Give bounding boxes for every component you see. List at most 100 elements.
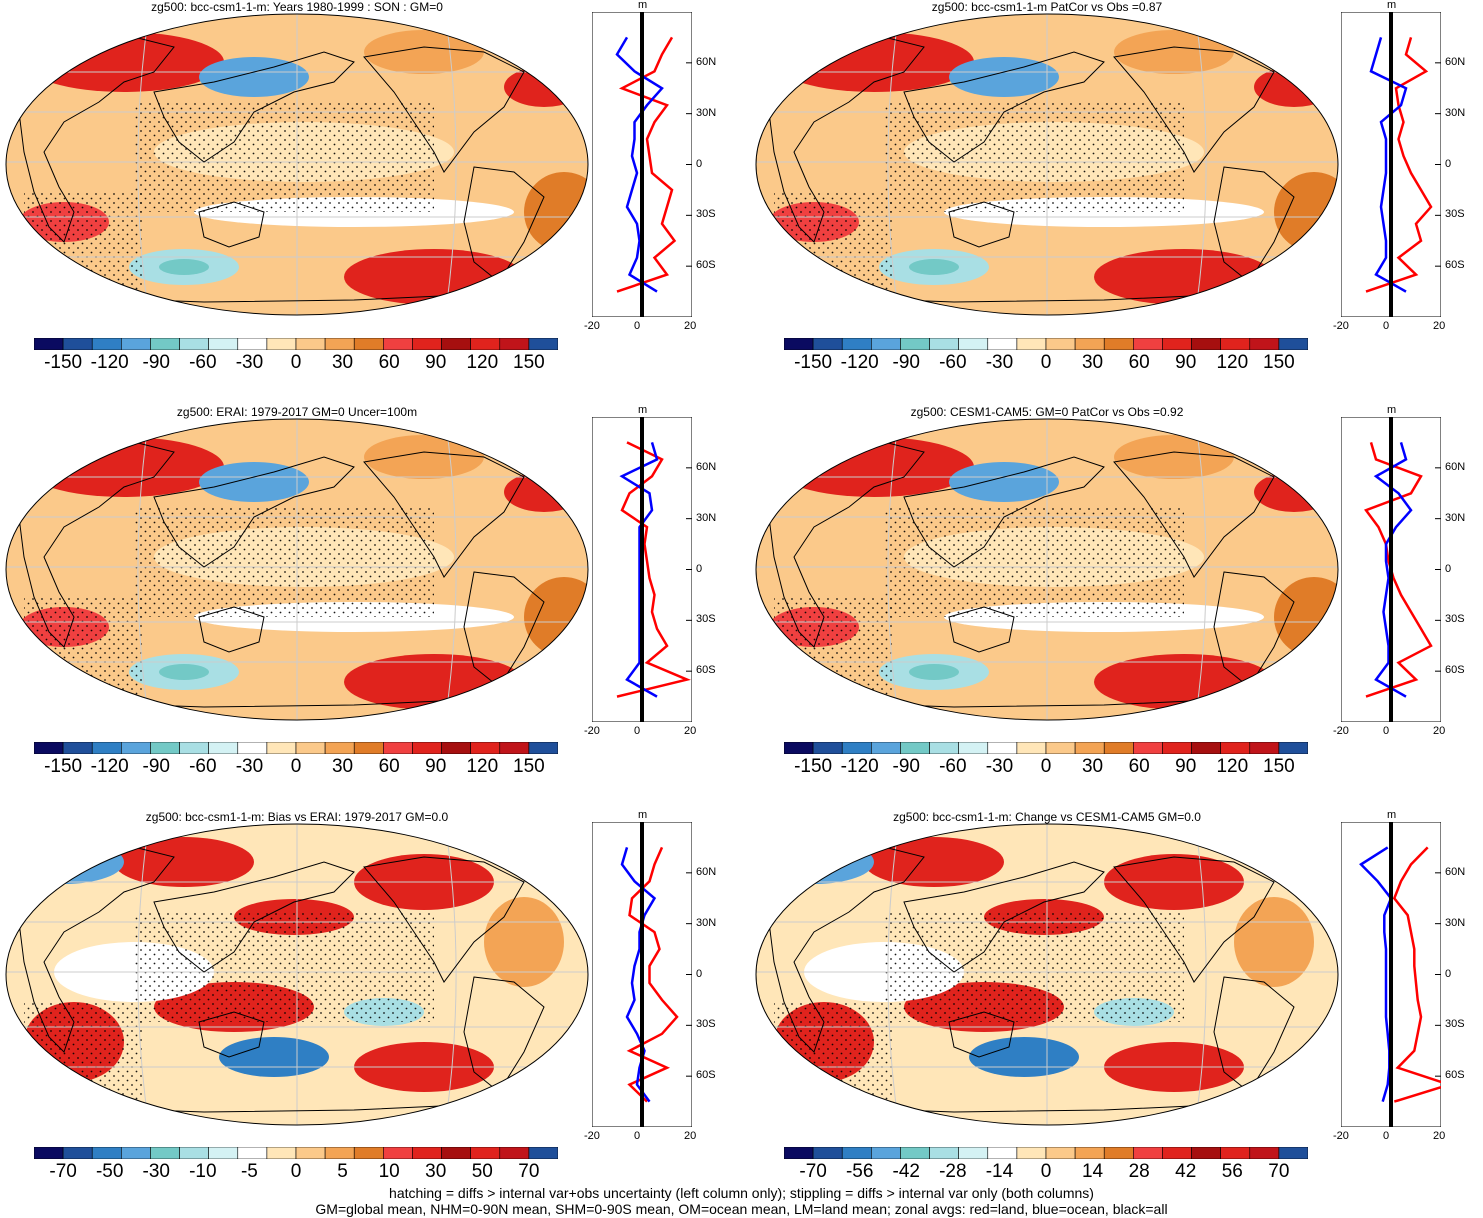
colorbar-swatch <box>929 1147 959 1159</box>
colorbar-swatch <box>179 338 209 350</box>
colorbar-label: 5 <box>337 1161 348 1182</box>
map <box>5 13 589 316</box>
colorbar-label: 150 <box>513 756 545 777</box>
colorbar-swatch <box>1220 742 1251 754</box>
zonal-y-tick-label: 60S <box>696 259 716 272</box>
zonal-ocean-series <box>1369 37 1408 293</box>
colorbar-swatch <box>987 742 1018 754</box>
colorbar-swatch <box>1162 338 1192 350</box>
zonal-y-tick-label: 30S <box>696 1018 716 1031</box>
colorbar-label: 30 <box>1081 756 1104 777</box>
colorbar-swatch <box>871 338 901 350</box>
zonal-x-tick-label: 0 <box>634 320 641 332</box>
colorbar-label: -90 <box>142 756 170 777</box>
zonal-y-tick-label: 60N <box>696 460 717 473</box>
colorbar <box>784 742 1308 754</box>
colorbar-label: 150 <box>513 352 545 373</box>
colorbar-swatch <box>929 742 959 754</box>
colorbar-swatch <box>900 742 930 754</box>
zonal-x-tick-label: 20 <box>1433 1130 1446 1142</box>
colorbar-swatch <box>208 1147 239 1159</box>
colorbar-swatch <box>470 1147 501 1159</box>
colorbar-swatch <box>266 338 297 350</box>
colorbar-label: 0 <box>290 756 302 777</box>
colorbar-swatch <box>91 1147 122 1159</box>
colorbar-swatch <box>383 1147 413 1159</box>
colorbar-swatch <box>958 742 989 754</box>
colorbar-swatch <box>383 742 413 754</box>
zonal-x-tick-label: -20 <box>584 725 600 737</box>
colorbar-label: -30 <box>985 352 1014 373</box>
colorbar-swatch <box>150 742 180 754</box>
zonal-y-tick-label: 60S <box>1445 1069 1465 1082</box>
colorbar-label: 30 <box>425 1161 447 1182</box>
colorbar-swatch <box>1045 338 1076 350</box>
colorbar-label: -60 <box>189 352 217 373</box>
zonal-x-tick-label: 20 <box>1433 320 1446 332</box>
map-title: zg500: ERAI: 1979-2017 GM=0 Uncer=100m <box>176 405 418 419</box>
colorbar-label: -30 <box>142 1161 170 1182</box>
zonal-x-tick-label: 0 <box>1383 1130 1390 1142</box>
zonal-x-tick-label: -20 <box>584 320 600 332</box>
colorbar <box>34 338 558 350</box>
colorbar-swatch <box>179 742 209 754</box>
zonal-y-tick-label: 30N <box>696 511 717 524</box>
colorbar-label: -5 <box>240 1161 258 1182</box>
colorbar-swatch <box>266 742 297 754</box>
colorbar-swatch <box>528 742 558 754</box>
colorbar-swatch <box>900 338 930 350</box>
colorbar-swatch <box>1278 742 1308 754</box>
colorbar-swatch <box>499 338 530 350</box>
colorbar-swatch <box>412 1147 442 1159</box>
map-title: zg500: CESM1-CAM5: GM=0 PatCor vs Obs =0… <box>910 405 1184 419</box>
colorbar-swatch <box>987 338 1018 350</box>
zonal-y-tick-label: 60S <box>1445 664 1465 677</box>
colorbar-swatch <box>121 742 151 754</box>
zonal-x-tick-label: 0 <box>1383 725 1390 737</box>
zonal-y-tick-label: 60S <box>696 1069 716 1082</box>
zonal-x-tick-label: 20 <box>684 725 697 737</box>
colorbar-label: -150 <box>794 352 833 373</box>
colorbar-label: 60 <box>378 352 400 373</box>
zonal-x-tick-label: -20 <box>584 1130 600 1142</box>
colorbar-label: -30 <box>985 756 1014 777</box>
colorbar-swatch <box>62 338 93 350</box>
colorbar-swatch <box>1074 742 1105 754</box>
colorbar-label: 60 <box>378 756 400 777</box>
colorbar-swatch <box>1278 338 1308 350</box>
colorbar-label: -60 <box>939 352 967 373</box>
colorbar-swatch <box>150 1147 180 1159</box>
colorbar-swatch <box>1016 338 1047 350</box>
colorbar-swatch <box>1103 1147 1134 1159</box>
colorbar-swatch <box>237 338 268 350</box>
colorbar-label: -14 <box>985 1161 1014 1182</box>
colorbar-swatch <box>412 338 442 350</box>
colorbar-swatch <box>812 742 843 754</box>
colorbar-swatch <box>499 1147 530 1159</box>
zonal-y-tick-label: 60S <box>1445 259 1465 272</box>
colorbar-swatch <box>1162 742 1192 754</box>
zonal-y-tick-label: 30S <box>1445 613 1465 626</box>
colorbar-swatch <box>121 338 151 350</box>
colorbar-swatch <box>1074 338 1105 350</box>
zonal-y-tick-label: 0 <box>696 562 703 575</box>
colorbar-swatch <box>900 1147 930 1159</box>
colorbar-swatch <box>1249 338 1280 350</box>
colorbar-swatch <box>958 1147 989 1159</box>
colorbar-swatch <box>353 1147 384 1159</box>
zonal-unit-label: m <box>1387 0 1397 11</box>
zonal-y-tick-label: 60S <box>696 664 716 677</box>
colorbar-swatch <box>208 338 239 350</box>
colorbar-swatch <box>237 1147 268 1159</box>
colorbar-swatch <box>784 338 814 350</box>
zonal-y-tick-label: 60N <box>1445 865 1466 878</box>
colorbar-label: 150 <box>1263 352 1295 373</box>
colorbar-swatch <box>383 338 413 350</box>
colorbar-swatch <box>841 338 872 350</box>
colorbar-label: 90 <box>425 352 447 373</box>
zonal-x-tick-label: -20 <box>1333 1130 1349 1142</box>
zonal-y-tick-label: 30S <box>696 208 716 221</box>
colorbar-label: 50 <box>471 1161 493 1182</box>
zonal-land-series <box>1392 846 1441 1103</box>
map-title: zg500: bcc-csm1-1-m PatCor vs Obs =0.87 <box>931 0 1163 14</box>
